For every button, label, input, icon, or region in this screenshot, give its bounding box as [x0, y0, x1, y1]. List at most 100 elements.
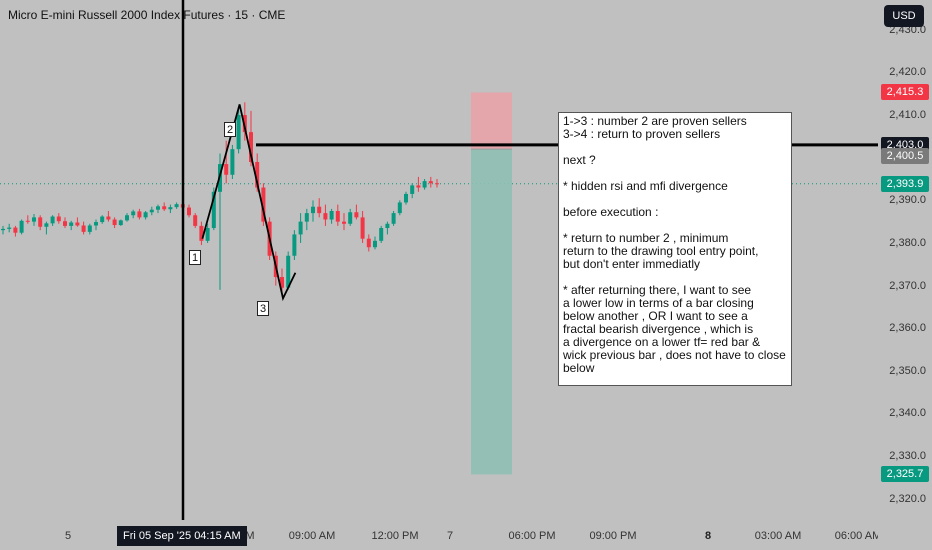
- price-tick-label: 2,410.0: [889, 109, 926, 122]
- note-line: before execution :: [563, 205, 659, 219]
- candle-body: [187, 207, 191, 216]
- candle-body: [236, 115, 241, 150]
- candle-body: [342, 221, 346, 224]
- note-line: 3->4 : return to proven sellers: [563, 127, 721, 141]
- candle-body: [348, 212, 353, 224]
- price-badge: 2,400.5: [881, 147, 929, 164]
- candle-body: [94, 222, 98, 226]
- candle-body: [106, 216, 111, 220]
- candle-body: [211, 191, 216, 229]
- candle-body: [298, 221, 303, 235]
- candle-body: [162, 206, 167, 210]
- symbol-title: Micro E-mini Russell 2000 Index Futures …: [8, 8, 286, 22]
- candle-body: [25, 220, 30, 222]
- chart-pane[interactable]: Micro E-mini Russell 2000 Index Futures …: [0, 0, 878, 520]
- time-tick-label: 5: [64, 530, 72, 542]
- note-line: * return to number 2 , minimum: [563, 231, 729, 245]
- candle-body: [156, 206, 160, 210]
- candle-body: [118, 220, 123, 226]
- time-tick-label: 06:00 PM: [508, 530, 556, 542]
- candle-body: [410, 185, 415, 194]
- price-tick-label: 2,340.0: [889, 407, 926, 420]
- note-line: fractal bearish divergence , which is: [563, 322, 754, 336]
- wave-label-2[interactable]: 2: [224, 122, 236, 137]
- price-axis[interactable]: 2,430.0 2,420.0 2,410.0 2,390.0 2,380.0 2,370…: [878, 0, 932, 520]
- wave-label-3[interactable]: 3: [257, 301, 269, 316]
- candle-body: [168, 207, 173, 210]
- candle-body: [50, 216, 55, 224]
- candle-body: [422, 181, 427, 188]
- price-tick-label: 2,420.0: [889, 66, 926, 79]
- candle-body: [286, 255, 291, 288]
- note-line: * after returning there, I want to see: [563, 283, 752, 297]
- candle-body: [230, 149, 235, 175]
- candle-body: [7, 227, 12, 229]
- candle-body: [199, 225, 204, 241]
- note-line: return to the drawing tool entry point,: [563, 244, 759, 258]
- candle-body: [224, 164, 229, 175]
- note-line: below another , OR I want to see a: [563, 309, 748, 323]
- time-tick-label: 8: [704, 530, 712, 542]
- candle-body: [87, 225, 92, 232]
- time-tick-label: 7: [446, 530, 454, 542]
- candle-body: [354, 212, 359, 218]
- candle-body: [329, 210, 334, 220]
- candle-body: [44, 223, 49, 227]
- candle-body: [428, 181, 433, 184]
- time-tick-label: 12:00 PM: [371, 530, 419, 542]
- candle-body: [280, 277, 284, 288]
- note-line: a lower low in terms of a bar closing: [563, 296, 754, 310]
- price-tick-label: 2,320.0: [889, 492, 926, 505]
- note-line: a divergence on a lower tf= red bar &: [563, 335, 761, 349]
- price-badge: 2,393.9: [881, 175, 929, 192]
- candle-body: [32, 217, 36, 222]
- price-tick-label: 2,370.0: [889, 279, 926, 292]
- time-tick-label: 06:00 AM: [834, 530, 882, 542]
- note-line: below: [563, 361, 595, 375]
- candle-body: [335, 210, 340, 222]
- wave-label-1[interactable]: 1: [189, 250, 201, 265]
- take-profit-zone: [471, 149, 512, 475]
- candle-body: [205, 228, 210, 241]
- price-tick-label: 2,380.0: [889, 236, 926, 249]
- candle-body: [391, 213, 396, 224]
- note-line: next ?: [563, 153, 596, 167]
- crosshair-time-label: Fri 05 Sep '25 04:15 AM: [117, 526, 247, 546]
- candle-body: [373, 240, 377, 248]
- candle-body: [81, 225, 86, 232]
- candle-body: [193, 215, 198, 226]
- candle-body: [56, 216, 61, 222]
- candle-body: [63, 221, 67, 226]
- candle-body: [317, 206, 322, 214]
- note-line: but don't enter immediatly: [563, 257, 701, 271]
- candle-body: [1, 228, 5, 231]
- candle-body: [100, 216, 105, 223]
- currency-button[interactable]: USD: [884, 5, 924, 27]
- candle-body: [323, 213, 328, 220]
- candle-body: [149, 209, 154, 213]
- candle-body: [255, 161, 260, 188]
- note-line: 1->3 : number 2 are proven sellers: [563, 114, 747, 128]
- stop-loss-zone: [471, 92, 512, 150]
- note-line: * hidden rsi and mfi divergence: [563, 179, 728, 193]
- price-tick-label: 2,390.0: [889, 194, 926, 207]
- candle-body: [304, 213, 309, 222]
- time-tick-label: 03:00 AM: [754, 530, 802, 542]
- time-tick-label: 09:00 PM: [589, 530, 637, 542]
- candle-body: [125, 215, 129, 221]
- candle-body: [143, 212, 148, 218]
- price-tick-label: 2,350.0: [889, 364, 926, 377]
- price-badge: 2,415.3: [881, 84, 929, 101]
- candle-body: [69, 222, 74, 226]
- price-tick-label: 2,360.0: [889, 322, 926, 335]
- candle-body: [397, 202, 402, 214]
- candle-body: [131, 211, 136, 216]
- text-note-annotation[interactable]: 1->3 : number 2 are proven sellers 3->4 :…: [558, 112, 792, 386]
- candle-body: [249, 132, 253, 162]
- candle-body: [13, 227, 18, 233]
- candle-body: [19, 220, 24, 233]
- price-chart[interactable]: [0, 0, 878, 520]
- candle-body: [379, 228, 384, 241]
- candle-body: [360, 217, 365, 239]
- price-tick-label: 2,330.0: [889, 450, 926, 463]
